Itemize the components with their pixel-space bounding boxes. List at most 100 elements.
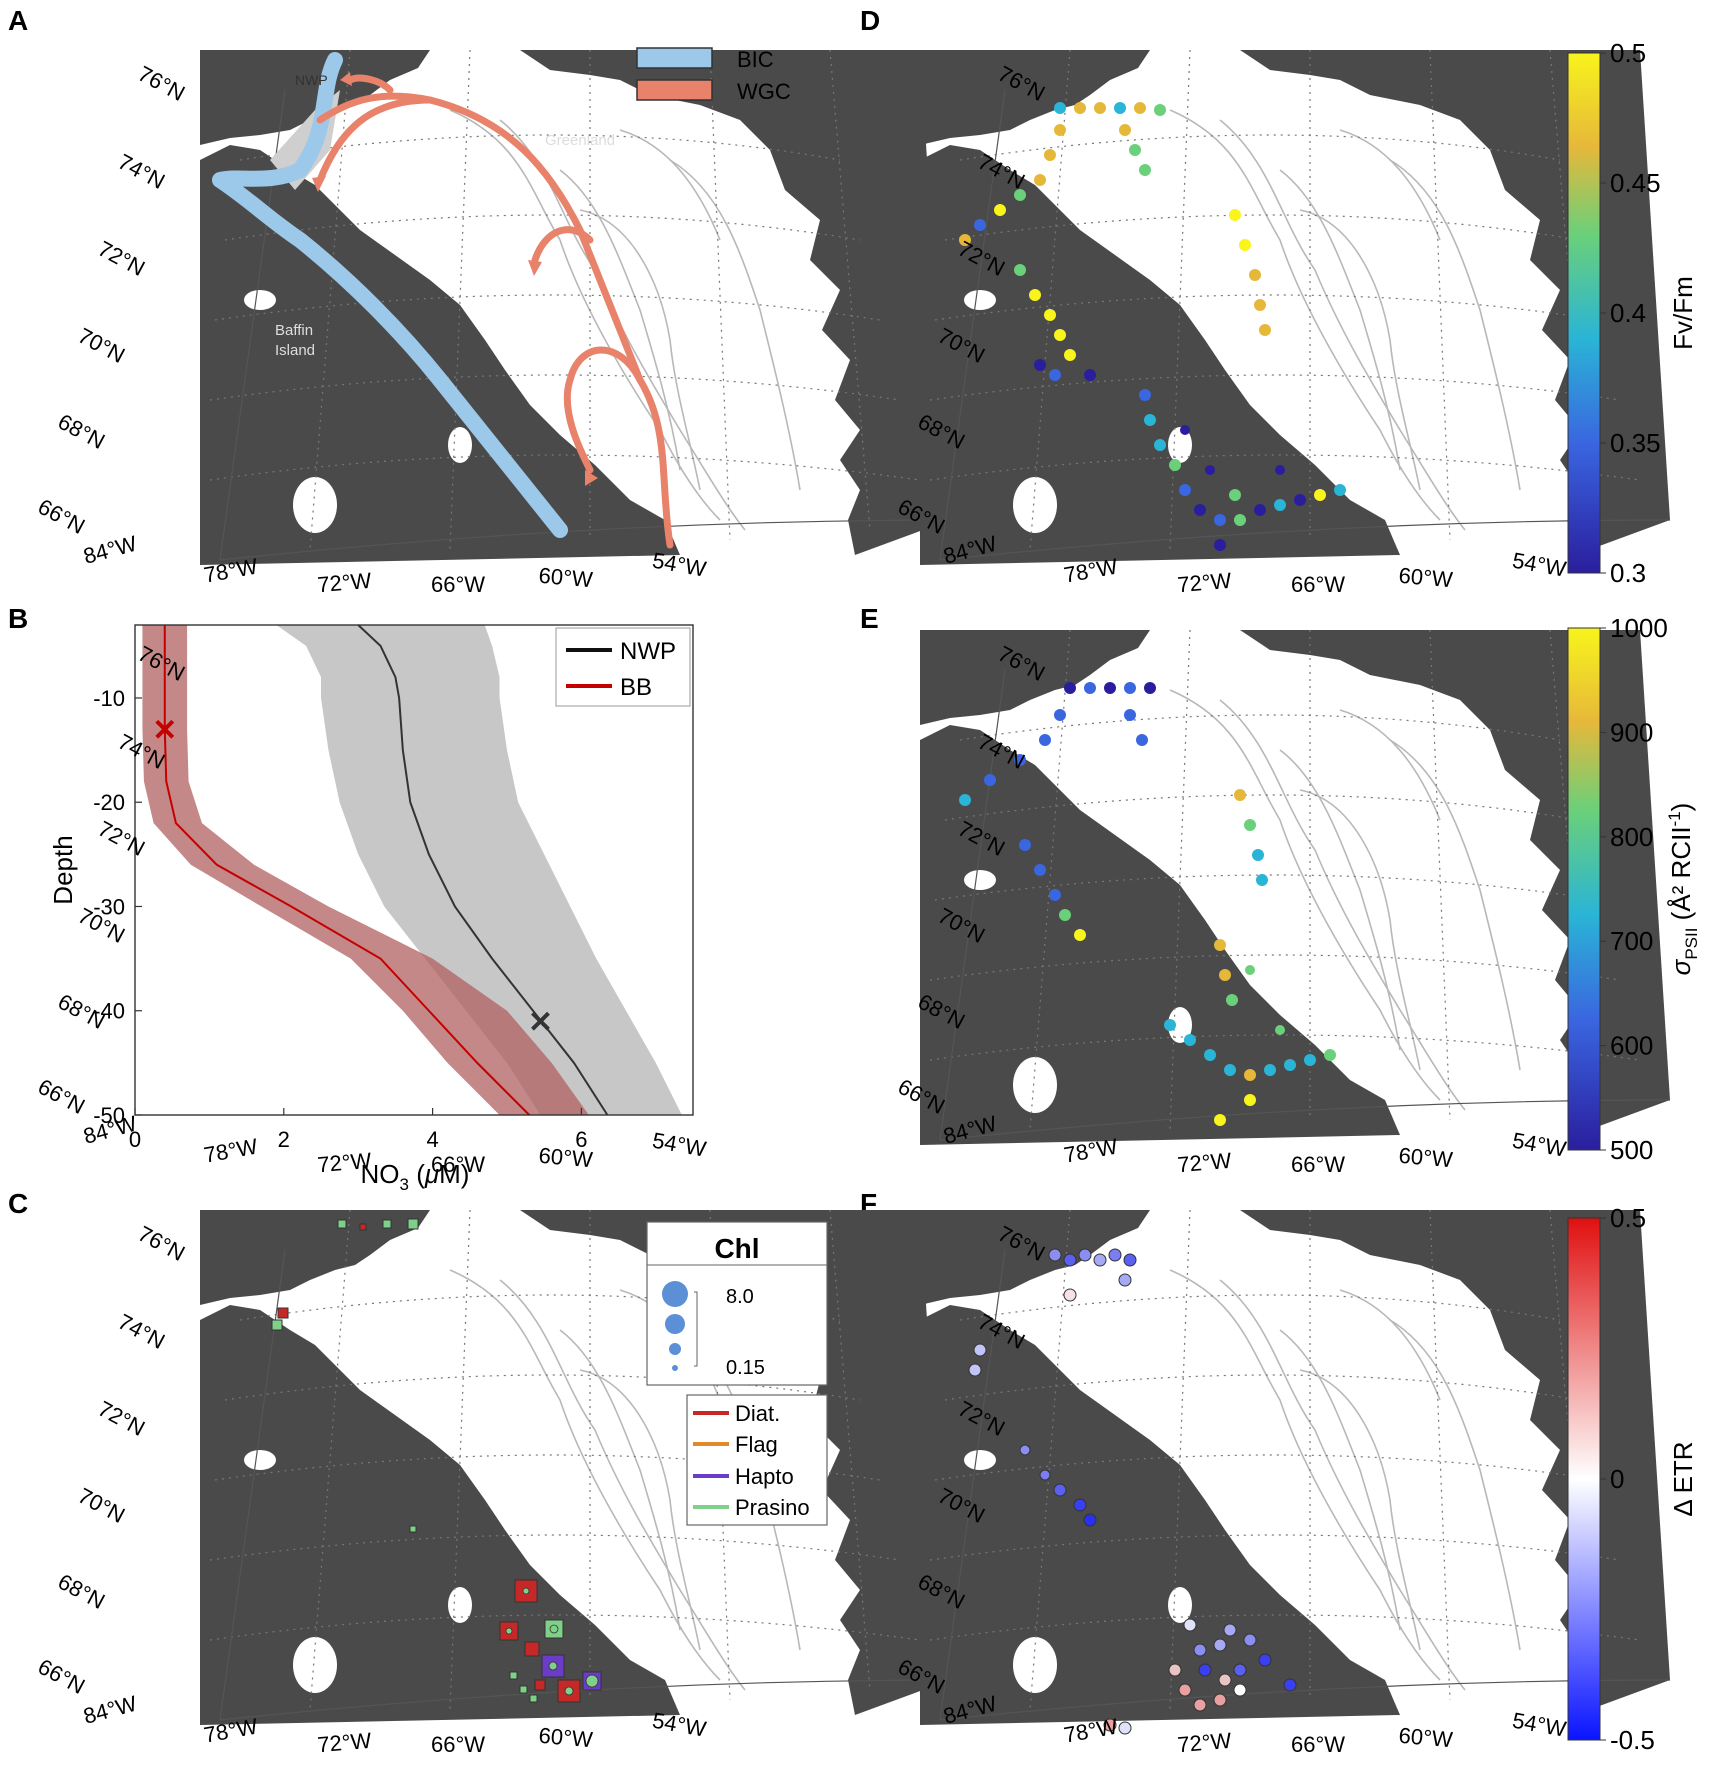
sigma-point bbox=[1244, 1094, 1256, 1106]
panel-f-map bbox=[919, 1209, 1671, 1735]
chl-scale-min: 0.15 bbox=[726, 1357, 765, 1379]
station-marker bbox=[519, 1685, 528, 1694]
fvfm-point bbox=[1034, 174, 1046, 186]
panel-a-map: NWP Greenland Baffin Island bbox=[199, 49, 951, 566]
colorbar-tick-label: 800 bbox=[1610, 822, 1653, 852]
station-marker bbox=[524, 1641, 540, 1657]
station-marker bbox=[409, 1525, 417, 1533]
fvfm-point bbox=[1139, 164, 1151, 176]
station-dot bbox=[522, 1587, 530, 1595]
y-tick-label: -30 bbox=[93, 894, 125, 919]
sigma-point bbox=[1252, 849, 1264, 861]
x-tick-label: 4 bbox=[426, 1127, 438, 1152]
detr-point bbox=[1093, 1253, 1107, 1267]
sigma-point bbox=[1184, 1034, 1196, 1046]
lon-tick-label: 66°W bbox=[431, 1152, 485, 1177]
station-marker bbox=[359, 1223, 367, 1231]
sigma-point bbox=[1034, 864, 1046, 876]
station-marker bbox=[534, 1679, 546, 1691]
lat-tick-label: 74°N bbox=[114, 149, 169, 194]
lat-tick-label: 72°N bbox=[94, 236, 149, 281]
colorbar-f-gradient bbox=[1567, 1217, 1601, 1741]
bic-current-path bbox=[212, 52, 568, 538]
lon-tick-label: 84°W bbox=[81, 1691, 140, 1729]
fvfm-point bbox=[1054, 329, 1066, 341]
detr-point bbox=[1213, 1638, 1227, 1652]
fvfm-point bbox=[1254, 504, 1266, 516]
lon-tick-label: 72°W bbox=[1176, 568, 1232, 598]
detr-point bbox=[1073, 1498, 1087, 1512]
fvfm-point bbox=[1294, 494, 1306, 506]
fvfm-point bbox=[1014, 189, 1026, 201]
colorbar-tick-label: 1000 bbox=[1610, 613, 1668, 643]
taxa-legend-box bbox=[686, 1394, 828, 1526]
chl-legend-title: Chl bbox=[714, 1233, 759, 1264]
detr-point bbox=[1183, 1618, 1197, 1632]
sigma-point bbox=[1014, 754, 1026, 766]
station-dot bbox=[564, 1686, 574, 1696]
sigma-point bbox=[1304, 1054, 1316, 1066]
panel-d-map bbox=[919, 49, 1671, 566]
chart-b-frame bbox=[134, 624, 694, 1116]
lon-tick-label: 54°W bbox=[1511, 548, 1569, 582]
sigma-point bbox=[1234, 789, 1246, 801]
fvfm-point bbox=[1259, 324, 1271, 336]
fvfm-point bbox=[1314, 489, 1326, 501]
lon-tick-label: 54°W bbox=[651, 1128, 709, 1162]
detr-point bbox=[1213, 1693, 1227, 1707]
sigma-point bbox=[1124, 709, 1136, 721]
lat-tick-label: 72°N bbox=[94, 1396, 149, 1441]
x-tick-label: 6 bbox=[575, 1127, 587, 1152]
band-nwp bbox=[276, 625, 682, 1115]
lat-tick-label: 68°N bbox=[54, 1569, 109, 1614]
detr-point bbox=[1108, 1248, 1122, 1262]
chl-size-tiny bbox=[672, 1365, 678, 1371]
y-tick-label: -20 bbox=[93, 790, 125, 815]
fvfm-point bbox=[1014, 264, 1026, 276]
detr-point bbox=[1019, 1444, 1031, 1456]
legend-bic-swatch bbox=[636, 47, 713, 69]
fvfm-point bbox=[1154, 104, 1166, 116]
colorbar-tick-label: 0.5 bbox=[1610, 38, 1646, 68]
marker-bb bbox=[155, 719, 175, 739]
sigma-point bbox=[1226, 994, 1238, 1006]
fvfm-point bbox=[1049, 369, 1061, 381]
fvfm-point bbox=[1239, 239, 1251, 251]
lat-tick-label: 70°N bbox=[74, 1483, 129, 1528]
taxa-flag-label: Flag bbox=[735, 1432, 778, 1457]
station-dot bbox=[548, 1661, 558, 1671]
lon-tick-label: 54°W bbox=[1511, 1708, 1569, 1742]
colorbar-tick-label: 0.35 bbox=[1610, 428, 1661, 458]
fvfm-point bbox=[1254, 299, 1266, 311]
fvfm-point bbox=[1044, 149, 1056, 161]
lon-tick-label: 60°W bbox=[1398, 563, 1454, 593]
fvfm-point bbox=[1334, 484, 1346, 496]
detr-point bbox=[1193, 1643, 1207, 1657]
fvfm-point bbox=[1129, 144, 1141, 156]
lon-tick-label: 60°W bbox=[538, 1143, 594, 1173]
lat-tick-label: 74°N bbox=[114, 1309, 169, 1354]
colorbar-tick-label: 0 bbox=[1610, 1464, 1624, 1494]
chl-scale-max: 8.0 bbox=[726, 1286, 754, 1308]
sigma-point bbox=[1164, 1019, 1176, 1031]
legend-wgc-swatch bbox=[636, 79, 713, 101]
station-marker bbox=[382, 1219, 392, 1229]
sigma-point bbox=[1144, 682, 1156, 694]
panel-label-b: B bbox=[8, 603, 28, 634]
fvfm-point bbox=[1139, 389, 1151, 401]
chart-b-xlabel: NO3 (μM) bbox=[361, 1159, 470, 1194]
station-dot bbox=[585, 1674, 599, 1688]
fvfm-point bbox=[974, 219, 986, 231]
sigma-point bbox=[984, 774, 996, 786]
detr-point bbox=[1083, 1513, 1097, 1527]
sigma-point bbox=[1245, 965, 1255, 975]
colorbar-d-gradient bbox=[1567, 52, 1601, 574]
colorbar-tick-label: 0.3 bbox=[1610, 558, 1646, 588]
chart-b-legend-box bbox=[555, 627, 691, 707]
lon-tick-label: 66°W bbox=[1291, 1152, 1345, 1177]
fvfm-point bbox=[1094, 102, 1106, 114]
x-tick-label: 0 bbox=[129, 1127, 141, 1152]
station-marker bbox=[529, 1694, 538, 1703]
sigma-point bbox=[1244, 819, 1256, 831]
